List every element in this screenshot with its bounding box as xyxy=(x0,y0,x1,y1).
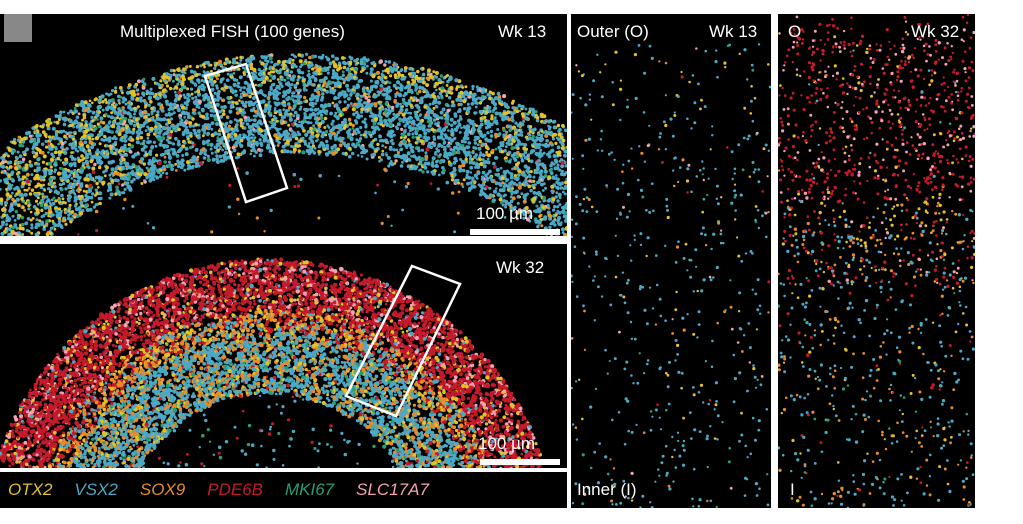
legend-pde6b: PDE6B xyxy=(207,480,263,499)
panel-wk32-zoom: O Wk 32 I xyxy=(778,14,975,508)
gray-square-icon xyxy=(4,14,32,42)
wk32-fish-image xyxy=(0,257,544,468)
panel-title: Multiplexed FISH (100 genes) xyxy=(120,22,345,41)
scale-bar xyxy=(480,459,560,465)
outer-label: Outer (O) xyxy=(577,22,649,41)
outer-label: O xyxy=(788,22,802,41)
legend-slc17a7: SLC17A7 xyxy=(356,480,429,499)
panel-wk13-overview: Multiplexed FISH (100 genes) Wk 13 100 µ… xyxy=(0,14,567,236)
inner-label: Inner (I) xyxy=(577,480,637,499)
week-label: Wk 32 xyxy=(496,258,545,277)
panel-wk13-zoom: Outer (O) Wk 13 Inner (I) xyxy=(571,14,771,508)
legend-mki67: MKI67 xyxy=(285,480,335,499)
scale-label: 100 µm xyxy=(476,204,534,223)
wk13-zoom-image xyxy=(571,43,771,508)
legend-otx2: OTX2 xyxy=(8,480,53,499)
week-label: Wk 13 xyxy=(709,22,758,41)
gene-legend: OTX2 VSX2 SOX9 PDE6B MKI67 SLC17A7 xyxy=(0,472,567,508)
legend-vsx2: VSX2 xyxy=(74,480,118,499)
panel-wk32-overview: Wk 32 100 µm xyxy=(0,244,567,468)
legend-sox9: SOX9 xyxy=(139,480,186,499)
inner-label: I xyxy=(790,480,795,499)
wk32-zoom-image xyxy=(778,14,975,508)
zoom-region-box xyxy=(203,62,289,204)
scale-bar xyxy=(470,229,560,235)
scale-label: 100 µm xyxy=(478,434,536,453)
week-label: Wk 32 xyxy=(911,22,960,41)
zoom-region-box xyxy=(344,264,462,418)
week-label: Wk 13 xyxy=(498,22,547,41)
wk13-fish-image xyxy=(0,52,567,236)
